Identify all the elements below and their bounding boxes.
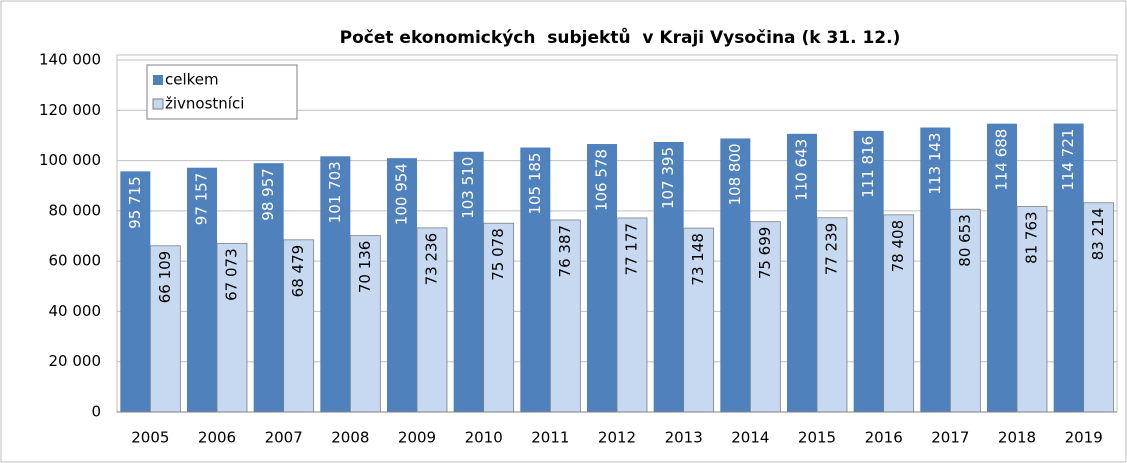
bar [616, 217, 648, 413]
x-tick-label: 2009 [398, 429, 436, 447]
bar [853, 130, 884, 413]
bar [253, 163, 284, 412]
x-tick-label: 2007 [265, 429, 303, 447]
x-tick-label: 2014 [731, 429, 769, 447]
y-tick-label: 40 000 [49, 302, 102, 320]
bar [120, 171, 151, 412]
bar [483, 222, 515, 413]
value-label: 101 703 [326, 161, 344, 223]
value-label: 70 136 [356, 241, 374, 294]
legend: celkem živnostníci [146, 64, 298, 120]
legend-swatch [152, 98, 164, 110]
x-tick-label: 2006 [198, 429, 236, 447]
bar [453, 151, 484, 413]
x-tick-label: 2010 [465, 429, 503, 447]
value-label: 66 109 [156, 251, 174, 304]
bar [187, 167, 217, 412]
bar [387, 158, 417, 412]
value-label: 106 578 [593, 149, 611, 211]
bar [787, 133, 817, 412]
value-label: 83 214 [1089, 208, 1107, 261]
x-tick-label: 2012 [598, 429, 636, 447]
x-tick-label: 2005 [131, 429, 169, 447]
value-label: 76 387 [556, 225, 574, 278]
x-tick-label: 2017 [931, 429, 969, 447]
x-tick-label: 2019 [1065, 429, 1103, 447]
value-label: 105 185 [526, 153, 544, 215]
bar [1053, 123, 1084, 413]
x-tick-label: 2011 [531, 429, 569, 447]
bar [653, 141, 684, 413]
value-label: 77 177 [623, 223, 641, 275]
legend-label: celkem [165, 71, 219, 89]
y-tick-label: 140 000 [39, 51, 101, 69]
bar [683, 227, 715, 413]
value-label: 114 688 [993, 129, 1011, 191]
value-label: 111 816 [859, 136, 877, 198]
value-label: 67 073 [223, 248, 241, 301]
value-label: 95 715 [126, 176, 144, 229]
value-label: 107 395 [659, 147, 677, 209]
value-label: 110 643 [793, 139, 811, 201]
value-label: 75 078 [489, 228, 507, 281]
bar [1083, 202, 1115, 413]
bar [816, 217, 848, 413]
bar [216, 242, 248, 413]
value-label: 80 653 [956, 214, 974, 267]
legend-swatch [153, 75, 163, 85]
value-label: 108 800 [726, 143, 744, 205]
x-tick-label: 2018 [998, 429, 1036, 447]
y-tick-label: 60 000 [49, 252, 102, 270]
value-label: 97 157 [193, 173, 211, 226]
bar [283, 239, 315, 413]
value-label: 73 236 [423, 233, 441, 286]
x-tick-label: 2016 [865, 429, 903, 447]
bar [920, 127, 951, 412]
bar [720, 138, 751, 412]
value-label: 73 148 [689, 233, 707, 286]
value-label: 75 699 [756, 227, 774, 280]
bar [149, 245, 181, 413]
value-label: 98 957 [259, 168, 277, 221]
legend-box [146, 64, 298, 120]
value-label: 100 954 [393, 163, 411, 225]
value-label: 78 408 [889, 220, 907, 272]
bar [549, 219, 581, 413]
value-label: 103 510 [459, 157, 477, 219]
value-label: 68 479 [289, 245, 307, 297]
chart-title: Počet ekonomických subjektů v Kraji Vyso… [340, 26, 901, 48]
value-label: 77 239 [823, 223, 841, 275]
bar [749, 221, 781, 413]
bar [416, 227, 448, 413]
y-tick-label: 100 000 [39, 151, 101, 169]
y-tick-label: 120 000 [39, 101, 101, 119]
x-tick-label: 2015 [798, 429, 836, 447]
bar [320, 156, 351, 412]
value-label: 114 721 [1059, 129, 1077, 191]
legend-label: živnostníci [165, 95, 244, 113]
bar [987, 123, 1017, 412]
y-tick-label: 20 000 [49, 352, 102, 370]
value-label: 81 763 [1023, 211, 1041, 263]
y-tick-label: 0 [91, 403, 101, 421]
x-tick-label: 2013 [665, 429, 703, 447]
x-tick-label: 2008 [331, 429, 369, 447]
bar [520, 147, 551, 412]
y-tick-label: 80 000 [49, 201, 102, 219]
value-label: 113 143 [926, 133, 944, 195]
bar [587, 144, 617, 412]
